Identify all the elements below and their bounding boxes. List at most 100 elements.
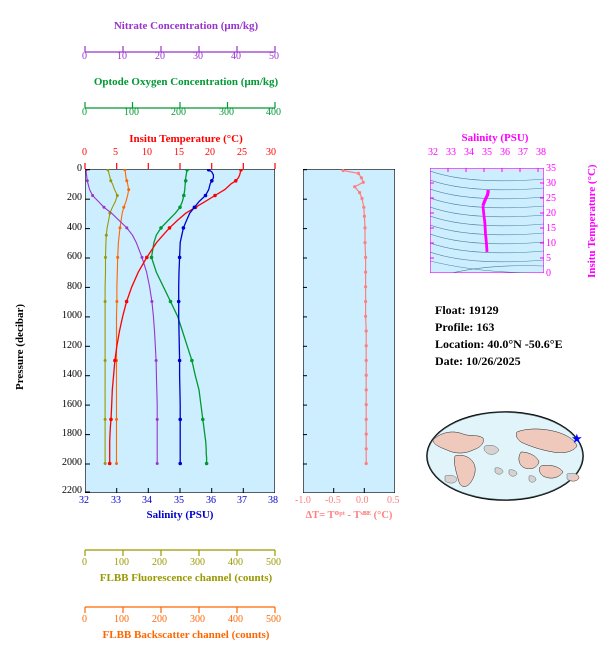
oxygen-tick: 300 [219, 107, 234, 118]
fluorescence-tick: 0 [82, 557, 87, 568]
salinity-tick: 32 [79, 495, 89, 506]
temperature-tick: 5 [113, 147, 118, 158]
series-oxygen-markers [149, 169, 209, 466]
metadata-block: Float: 19129 Profile: 163 Location: 40.0… [435, 303, 563, 369]
temperature-axis-ticks [84, 163, 276, 169]
fluorescence-tick: 200 [152, 557, 167, 568]
ts-temperature-tick: 25 [546, 193, 556, 204]
ts-temperature-axis-title: Insitu Temperature (°C) [586, 164, 598, 278]
float-position-marker: ★ [571, 432, 583, 447]
pressure-tick: 600 [67, 251, 82, 263]
pressure-tick: 0 [77, 163, 82, 174]
backscatter-tick: 500 [266, 614, 281, 625]
ts-salinity-axis-title-wrap: Salinity (PSU) [425, 132, 565, 144]
series-backscatter [115, 169, 130, 464]
nitrate-tick: 10 [117, 51, 127, 62]
oxygen-axis-title-wrap: Optode Oxygen Concentration (μm/kg) [56, 76, 316, 88]
backscatter-tick: 400 [228, 614, 243, 625]
ts-temperature-tick: 35 [546, 163, 556, 174]
pressure-tick: 1800 [62, 427, 82, 439]
delta-t-axis-title: ΔT= Tᴼᵖᵗ - Tˢᴮᴱ (°C) [305, 510, 393, 521]
series-nitrate [85, 169, 158, 464]
series-salinity-markers [176, 169, 214, 466]
backscatter-tick: 100 [114, 614, 129, 625]
nitrate-tick: 40 [231, 51, 241, 62]
ts-salinity-axis-title: Salinity (PSU) [461, 132, 529, 144]
fluorescence-tick: 300 [190, 557, 205, 568]
fluorescence-axis-title: FLBB Fluorescence channel (counts) [99, 572, 273, 584]
ts-diagram-plot[interactable] [430, 168, 544, 273]
nitrate-axis-title-wrap: Nitrate Concentration (μm/kg) [86, 20, 286, 32]
ts-salinity-tick: 32 [428, 147, 438, 158]
salinity-tick: 38 [268, 495, 278, 506]
salinity-tick: 34 [142, 495, 152, 506]
ts-curve-upper [481, 189, 490, 207]
series-delta-t-markers [341, 169, 368, 466]
ts-salinity-tick: 33 [446, 147, 456, 158]
oxygen-axis [84, 102, 276, 109]
nitrate-tick: 50 [269, 51, 279, 62]
series-nitrate-markers [85, 169, 159, 465]
series-fluorescence-markers [103, 169, 119, 465]
pressure-tick: 2200 [62, 485, 82, 496]
ts-temperature-tick: 0 [546, 268, 551, 279]
salinity-tick: 33 [111, 495, 121, 506]
ts-curve [481, 205, 489, 253]
pressure-tick: 1400 [62, 369, 82, 380]
ts-salinity-tick: 37 [518, 147, 528, 158]
ts-temperature-tick: 20 [546, 208, 556, 219]
delta-t-plot[interactable] [303, 169, 395, 493]
pressure-tick: 1000 [62, 310, 82, 322]
ts-salinity-tick: 35 [482, 147, 492, 158]
delta-t-tick: -1.0 [295, 495, 311, 506]
salinity-tick: 37 [237, 495, 247, 506]
pressure-tick: 2000 [62, 457, 82, 469]
backscatter-tick: 300 [190, 614, 205, 625]
backscatter-tick: 0 [82, 614, 87, 625]
fluorescence-tick: 400 [228, 557, 243, 568]
fluorescence-axis [84, 549, 276, 556]
pressure-tick: 200 [67, 192, 82, 204]
location: Location: 40.0°N -50.6°E [435, 337, 563, 351]
nitrate-tick: 20 [155, 51, 165, 62]
backscatter-axis-title: FLBB Backscatter channel (counts) [102, 629, 270, 641]
oxygen-tick: 200 [171, 107, 186, 118]
backscatter-tick: 200 [152, 614, 167, 625]
ts-isopycnals [430, 170, 544, 273]
nitrate-axis-title: Nitrate Concentration (μm/kg) [113, 20, 259, 32]
ts-temperature-tick: 30 [546, 178, 556, 189]
temperature-tick: 10 [142, 147, 152, 158]
pressure-tick: 1600 [62, 398, 82, 410]
oxygen-tick: 100 [124, 107, 139, 118]
series-oxygen [150, 169, 208, 464]
nitrate-axis [84, 46, 276, 53]
ts-temperature-tick: 10 [546, 238, 556, 249]
oxygen-axis-title: Optode Oxygen Concentration (μm/kg) [93, 76, 279, 88]
oxygen-tick: 0 [82, 107, 87, 118]
series-temperature-markers [107, 169, 243, 466]
temperature-tick: 25 [237, 147, 247, 158]
ts-salinity-tick: 34 [464, 147, 474, 158]
pressure-tick: 800 [67, 280, 82, 292]
pressure-axis-title: Pressure (decibar) [14, 303, 26, 390]
pressure-tick: 1200 [62, 339, 82, 351]
temperature-tick: 0 [82, 147, 87, 158]
world-map[interactable]: ★ [425, 410, 585, 502]
series-temperature [109, 169, 242, 464]
delta-t-tick: 0.5 [387, 495, 400, 506]
float-id: Float: 19129 [435, 303, 499, 317]
oxygen-tick: 400 [266, 107, 281, 118]
temperature-tick: 30 [266, 147, 276, 158]
salinity-axis-title: Salinity (PSU) [146, 509, 214, 521]
nitrate-tick: 0 [82, 51, 87, 62]
temperature-axis-title-wrap: Insitu Temperature (°C) [86, 133, 286, 145]
fluorescence-tick: 100 [114, 557, 129, 568]
ts-salinity-tick: 38 [536, 147, 546, 158]
ts-temperature-tick: 15 [546, 223, 556, 234]
nitrate-tick: 30 [193, 51, 203, 62]
fluorescence-tick: 500 [266, 557, 281, 568]
ts-temperature-tick: 5 [546, 253, 551, 264]
salinity-tick: 36 [206, 495, 216, 506]
temperature-tick: 15 [174, 147, 184, 158]
main-profile-plot[interactable] [85, 169, 275, 493]
